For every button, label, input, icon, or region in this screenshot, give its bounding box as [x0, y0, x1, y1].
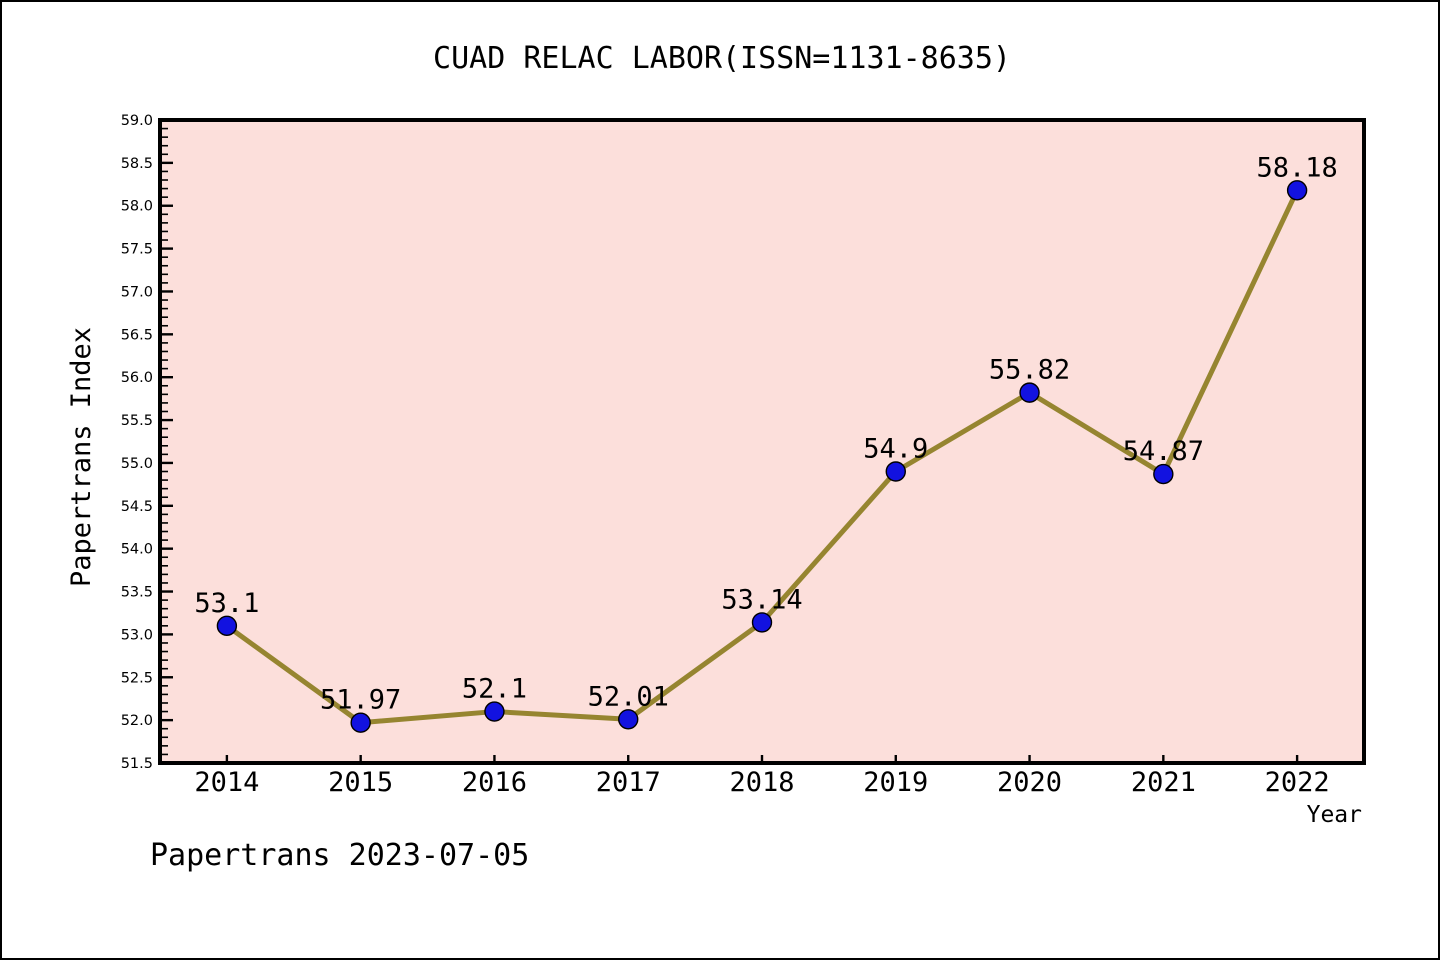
- y-tick-label: 54.5: [121, 499, 153, 515]
- data-point: [484, 701, 505, 722]
- data-point-label: 53.1: [194, 588, 259, 619]
- y-tick-label: 56.5: [121, 327, 153, 343]
- data-point: [350, 712, 371, 733]
- data-point: [1153, 463, 1174, 485]
- x-tick-label: 2017: [596, 767, 661, 798]
- x-tick-label: 2014: [194, 767, 259, 798]
- y-tick-label: 51.5: [121, 756, 153, 772]
- y-tick-label: 54.0: [121, 542, 153, 558]
- y-tick-label: 55.0: [121, 456, 153, 472]
- y-tick-label: 58.5: [121, 156, 153, 172]
- plot-border: [158, 118, 1366, 765]
- footer-watermark: Papertrans 2023-07-05: [150, 838, 529, 873]
- plot-background: [160, 120, 1364, 763]
- data-point-label: 55.82: [989, 355, 1070, 386]
- y-tick-label: 57.5: [121, 242, 153, 258]
- x-tick-label: 2020: [997, 767, 1062, 798]
- data-point: [618, 709, 639, 730]
- data-point-label: 52.1: [462, 674, 527, 705]
- y-axis-label: Papertrans Index: [66, 327, 97, 587]
- data-point-label: 54.87: [1123, 436, 1204, 467]
- data-point: [751, 612, 773, 633]
- data-point: [216, 615, 238, 637]
- y-tick-label: 58.0: [121, 199, 153, 215]
- y-tick-label: 59.0: [121, 113, 153, 129]
- plot-area: 51.5 52.0 52.5 53.0 53.5 54.0 54.5 55.0 55.5 56.0…: [121, 113, 1366, 798]
- data-point: [1286, 180, 1308, 201]
- data-point: [885, 461, 906, 482]
- y-tick-label: 52.5: [121, 670, 153, 686]
- x-tick-label: 2019: [863, 767, 928, 798]
- y-tick-label: 56.0: [121, 370, 153, 386]
- x-tick-label: 2021: [1131, 767, 1196, 798]
- x-tick-label: 2022: [1265, 767, 1330, 798]
- x-axis-label: Year: [1307, 802, 1362, 828]
- y-tick-label: 55.5: [121, 413, 153, 429]
- data-point-label: 52.01: [588, 681, 669, 712]
- x-tick-label: 2016: [462, 767, 527, 798]
- data-point-label: 51.97: [320, 685, 401, 716]
- data-point-label: 54.9: [863, 434, 928, 465]
- y-tick-label: 53.5: [121, 585, 153, 601]
- y-tick-label: 53.0: [121, 627, 153, 643]
- data-point-label: 53.14: [721, 584, 802, 615]
- y-tick-label: 52.0: [121, 713, 153, 729]
- data-point-label: 58.18: [1256, 152, 1337, 183]
- data-point: [1019, 382, 1040, 403]
- x-tick-label: 2018: [729, 767, 794, 798]
- x-tick-label: 2015: [328, 767, 393, 798]
- chart-title: CUAD RELAC LABOR(ISSN=1131-8635): [433, 41, 1011, 76]
- y-tick-label: 57.0: [121, 284, 153, 300]
